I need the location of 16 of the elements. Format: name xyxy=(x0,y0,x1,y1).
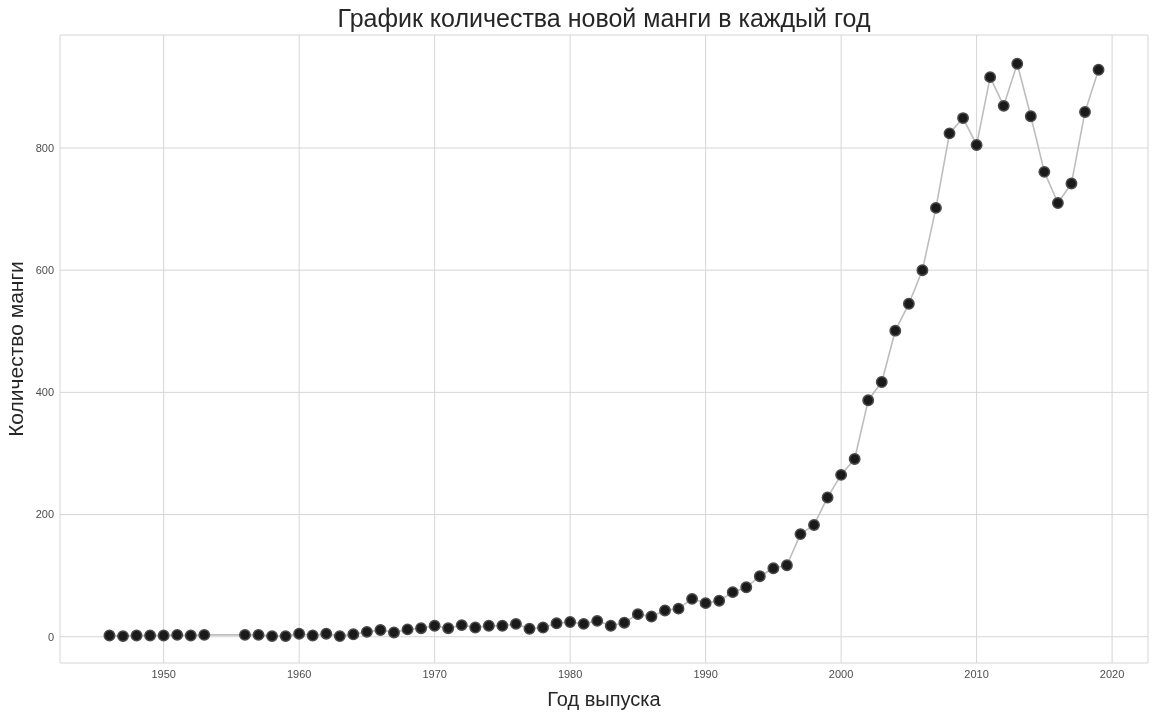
x-tick-label: 1960 xyxy=(286,667,312,680)
x-axis-title: Год выпуска xyxy=(547,688,662,710)
y-tick-label: 800 xyxy=(35,141,54,154)
y-axis-title: Количество манги xyxy=(3,261,27,437)
y-tick-label: 0 xyxy=(47,630,54,643)
chart-title: График количества новой манги в каждый год xyxy=(336,3,872,34)
y-tick-label: 200 xyxy=(35,508,54,521)
x-tick-label: 2010 xyxy=(964,667,989,680)
x-tick-label: 2020 xyxy=(1099,667,1125,680)
y-tick-label: 400 xyxy=(35,386,54,399)
x-tick-label: 1950 xyxy=(151,667,176,680)
y-tick-label: 600 xyxy=(35,264,54,277)
x-tick-label: 1970 xyxy=(422,667,447,680)
x-tick-label: 2000 xyxy=(828,667,854,680)
x-tick-label: 1980 xyxy=(557,667,583,680)
x-tick-label: 1990 xyxy=(693,667,718,680)
